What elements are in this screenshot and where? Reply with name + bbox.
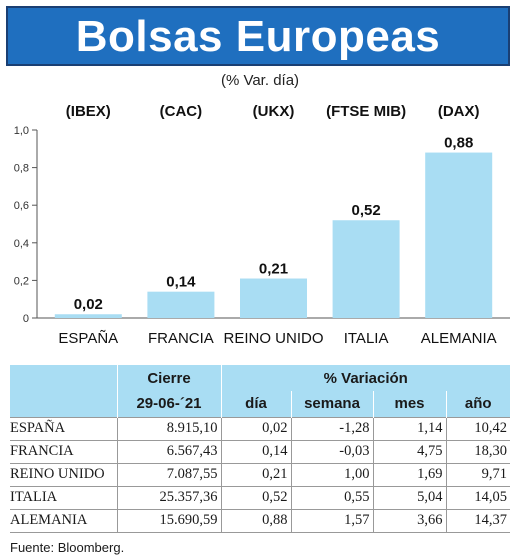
table-cell: 0,02 bbox=[220, 416, 291, 441]
table-cell: 1,00 bbox=[290, 463, 373, 487]
table-header-blank bbox=[10, 365, 117, 391]
table-cell: 25.357,36 bbox=[116, 486, 221, 510]
category-label: ITALIA bbox=[344, 330, 389, 347]
y-tick-label: 1,0 bbox=[14, 125, 29, 137]
table-cell: 1,57 bbox=[290, 509, 373, 533]
bar bbox=[54, 314, 122, 318]
category-label: ESPAÑA bbox=[58, 330, 118, 347]
table-subheader-dia: día bbox=[220, 391, 291, 417]
bar-value-label: 0,14 bbox=[166, 274, 196, 291]
table-cell: 0,21 bbox=[220, 463, 291, 487]
table-cell: 6.567,43 bbox=[116, 440, 221, 464]
table-cell: 14,37 bbox=[445, 509, 510, 533]
table-subheader-blank bbox=[10, 391, 117, 417]
table-cell: 8.915,10 bbox=[116, 416, 221, 441]
bar-value-label: 0,02 bbox=[74, 296, 103, 313]
table-row: ITALIA 25.357,36 0,52 0,55 5,04 14,05 bbox=[10, 486, 510, 510]
table-cell: 0,52 bbox=[220, 486, 291, 510]
category-label: REINO UNIDO bbox=[223, 330, 323, 347]
table-cell: 3,66 bbox=[372, 509, 446, 533]
title-banner: Bolsas Europeas bbox=[6, 6, 510, 66]
table-row-country: ALEMANIA bbox=[10, 509, 117, 533]
index-label: (IBEX) bbox=[66, 103, 111, 120]
table-cell: 0,55 bbox=[290, 486, 373, 510]
category-label: ALEMANIA bbox=[421, 330, 497, 347]
table-cell: 1,69 bbox=[372, 463, 446, 487]
index-label: (CAC) bbox=[160, 103, 203, 120]
table-row-country: FRANCIA bbox=[10, 440, 117, 464]
table-cell: -0,03 bbox=[290, 440, 373, 464]
table-cell: 15.690,59 bbox=[116, 509, 221, 533]
table-row-country: REINO UNIDO bbox=[10, 463, 117, 487]
y-tick-label: 0 bbox=[23, 313, 29, 325]
table-row-country: ITALIA bbox=[10, 486, 117, 510]
data-table: Cierre % Variación 29-06-´21 día semana … bbox=[10, 365, 510, 533]
table-cell: -1,28 bbox=[290, 416, 373, 441]
y-tick-label: 0,6 bbox=[14, 200, 29, 212]
table-cell: 9,71 bbox=[445, 463, 510, 487]
bar-chart: 0 0,2 0,4 0,6 0,8 1,0 0,02 (IBEX) ESPAÑA 0,14 (CAC… bbox=[14, 103, 510, 347]
table-row: ESPAÑA 8.915,10 0,02 -1,28 1,14 10,42 bbox=[10, 416, 510, 441]
table-cell: 14,05 bbox=[445, 486, 510, 510]
y-tick-label: 0,4 bbox=[14, 238, 29, 250]
table-cell: 1,14 bbox=[372, 416, 446, 441]
table-subheader-ano: año bbox=[445, 391, 510, 417]
table-subheader-mes: mes bbox=[372, 391, 446, 417]
y-tick-label: 0,2 bbox=[14, 275, 29, 287]
table-cell: 0,88 bbox=[220, 509, 291, 533]
bar-value-label: 0,52 bbox=[351, 202, 380, 219]
index-label: (DAX) bbox=[438, 103, 480, 120]
table-cell: 18,30 bbox=[445, 440, 510, 464]
table-subheader-semana: semana bbox=[290, 391, 373, 417]
bar bbox=[147, 291, 215, 318]
bar-value-label: 0,21 bbox=[259, 261, 288, 278]
table-row: REINO UNIDO 7.087,55 0,21 1,00 1,69 9,71 bbox=[10, 463, 510, 487]
y-tick-label: 0,8 bbox=[14, 163, 29, 175]
chart-subtitle: (% Var. día) bbox=[220, 72, 300, 89]
table-cell: 4,75 bbox=[372, 440, 446, 464]
bar-value-label: 0,88 bbox=[444, 135, 473, 152]
bar bbox=[332, 220, 400, 318]
source-note: Fuente: Bloomberg. bbox=[10, 540, 125, 555]
chart-title: Bolsas Europeas bbox=[75, 12, 441, 61]
table-cell: 10,42 bbox=[445, 416, 510, 441]
bar bbox=[240, 278, 307, 318]
index-label: (FTSE MIB) bbox=[326, 103, 406, 120]
bar bbox=[425, 152, 493, 318]
table-header-cierre: Cierre bbox=[116, 365, 221, 391]
table-header-variacion: % Variación bbox=[220, 365, 510, 391]
table-row: ALEMANIA 15.690,59 0,88 1,57 3,66 14,37 bbox=[10, 509, 510, 533]
table-cell: 7.087,55 bbox=[116, 463, 221, 487]
table-subheader-date: 29-06-´21 bbox=[116, 391, 221, 417]
table-cell: 0,14 bbox=[220, 440, 291, 464]
table-row: FRANCIA 6.567,43 0,14 -0,03 4,75 18,30 bbox=[10, 440, 510, 464]
table-cell: 5,04 bbox=[372, 486, 446, 510]
category-label: FRANCIA bbox=[148, 330, 214, 347]
table-row-country: ESPAÑA bbox=[10, 416, 117, 441]
index-label: (UKX) bbox=[253, 103, 295, 120]
